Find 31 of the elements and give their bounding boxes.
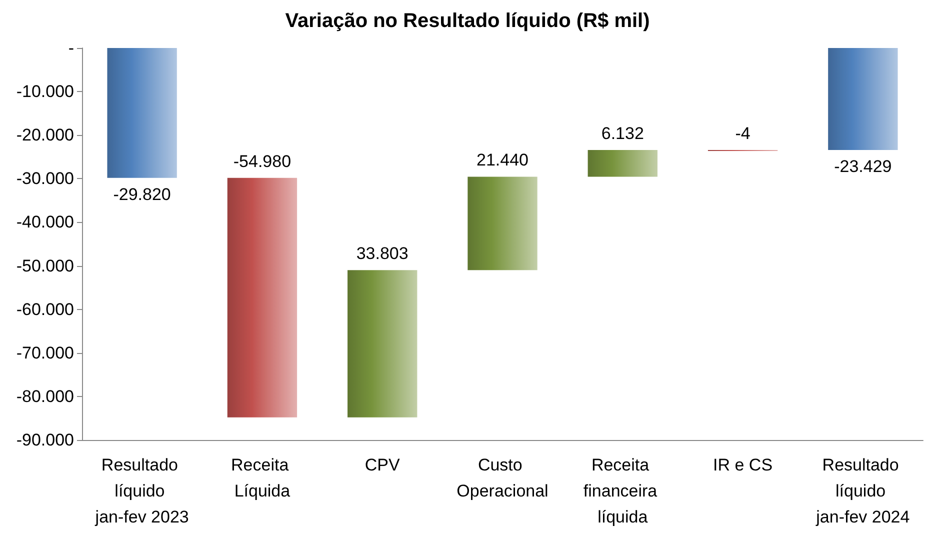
data-label: -54.980 <box>233 152 292 171</box>
y-tick-label: -90.000 <box>16 430 74 450</box>
bar <box>588 150 658 177</box>
y-tick-label: -10.000 <box>16 82 74 102</box>
data-label: 21.440 <box>476 150 528 170</box>
data-label: -29.820 <box>113 184 171 204</box>
y-tick-label: -20.000 <box>16 126 74 145</box>
bar <box>828 48 898 150</box>
x-tick-label: CPV <box>364 456 400 474</box>
bar <box>227 178 298 418</box>
data-label: -4 <box>735 124 750 144</box>
chart-title: Variação no Resultado líquido (R$ mil) <box>285 10 650 32</box>
x-tick-label: Custo Operacional <box>456 456 548 500</box>
x-tick-label: Resultado líquido jan-fev 2024 <box>815 456 910 526</box>
x-tick-label: Receita financeira líquida <box>583 456 662 526</box>
x-tick-label: Resultado líquido jan-fev 2023 <box>94 456 189 526</box>
x-tick-label: IR e CS <box>713 456 773 474</box>
data-label: -23.429 <box>834 157 892 176</box>
y-tick-label: - <box>68 38 74 58</box>
bar <box>468 176 538 270</box>
data-label: 33.803 <box>356 244 408 264</box>
y-tick-label: -60.000 <box>16 300 74 319</box>
y-tick-label: -30.000 <box>16 169 74 188</box>
y-tick-label: -50.000 <box>16 256 74 276</box>
y-tick-label: -40.000 <box>16 212 74 232</box>
bar <box>107 48 177 178</box>
data-label: 6.132 <box>601 124 644 144</box>
y-tick-label: -80.000 <box>16 386 74 406</box>
x-tick-label: Receita Líquida <box>231 456 294 500</box>
bar <box>348 270 418 418</box>
y-tick-label: -70.000 <box>16 343 74 362</box>
